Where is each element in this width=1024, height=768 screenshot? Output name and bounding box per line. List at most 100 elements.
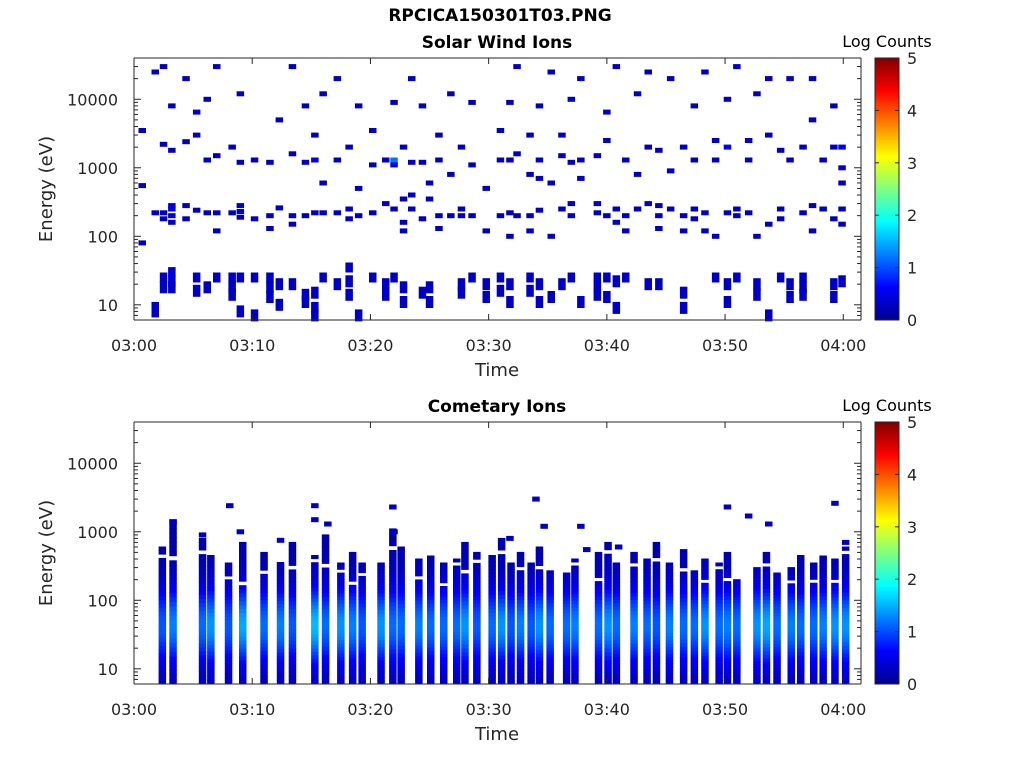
heatmap-cell [690,157,699,163]
heatmap-cell [665,623,674,627]
heatmap-cell [488,676,496,681]
heatmap-cell [169,610,177,616]
heatmap-cell [701,659,709,664]
heatmap-cell [819,650,827,655]
heatmap-cell [260,606,268,611]
heatmap-cell [797,576,805,581]
heatmap-cell [733,645,741,650]
heatmap-cell [461,561,469,566]
heatmap-cell [753,593,761,597]
heatmap-cell [516,668,525,674]
heatmap-cell [841,653,850,658]
heatmap-cell [507,602,515,607]
heatmap-cell [831,500,839,506]
heatmap-cell [159,272,168,283]
heatmap-cell [644,201,652,207]
heatmap-cell [497,610,506,616]
heatmap-cell [266,159,274,165]
heatmap-cell [415,579,423,584]
heatmap-cell [276,673,285,678]
heatmap-cell [440,572,448,577]
heatmap-cell [665,619,674,624]
heatmap-cell [690,615,699,620]
heatmap-cell [158,584,167,589]
heatmap-cell [473,606,481,611]
heatmap-cell [250,216,259,222]
heatmap-cell [389,593,397,598]
heatmap-cell [397,615,405,620]
heatmap-cell [321,538,330,544]
heatmap-cell [841,656,850,662]
heatmap-cell [389,618,397,624]
heatmap-cell [762,566,771,571]
heatmap-cell [701,617,709,622]
heatmap-cell [461,663,469,669]
heatmap-cell [715,646,723,651]
heatmap-cell [311,555,319,560]
heatmap-cell [158,615,167,620]
heatmap-cell [787,618,795,623]
heatmap-cell [239,561,247,566]
heatmap-cell [516,625,525,630]
heatmap-cell [701,593,709,598]
heatmap-cell [711,272,720,283]
heatmap-cell [612,673,621,678]
heatmap-cell [348,614,357,619]
heatmap-cell [652,549,661,555]
heatmap-cell [169,624,177,630]
heatmap-cell [507,606,515,611]
heatmap-cell [239,632,247,637]
heatmap-cell [594,676,603,681]
heatmap-cell [311,517,319,523]
heatmap-cell [604,632,612,637]
heatmap-cell [690,593,699,597]
heatmap-cell [831,634,839,639]
heatmap-cell [753,628,761,633]
heatmap-cell [228,281,236,294]
heatmap-cell [690,651,699,655]
heatmap-cell [797,676,805,681]
heatmap-cell [715,639,723,644]
heatmap-cell [213,64,221,70]
heatmap-cell [701,628,709,632]
heatmap-cell [733,587,741,592]
heatmap-cell [337,656,345,661]
heatmap-cell [348,668,357,674]
heatmap-cell [604,652,612,657]
heatmap-cell [819,661,827,666]
heatmap-cell [612,606,621,611]
heatmap-cell [337,670,345,674]
heatmap-cell [497,630,506,636]
heatmap-cell [348,606,357,611]
heatmap-cell [612,64,621,70]
heatmap-cell [762,625,771,630]
heatmap-cell [831,631,839,636]
heatmap-cell [594,639,603,644]
heatmap-cell [831,558,839,563]
heatmap-cell [630,654,638,659]
heatmap-cell [546,625,554,629]
heatmap-cell [389,674,397,680]
heatmap-cell [787,673,795,678]
heatmap-cell [159,216,168,222]
heatmap-cell [203,96,211,102]
heatmap-cell [358,609,366,614]
heatmap-cell [473,676,481,681]
heatmap-cell [382,278,390,291]
heatmap-cell [337,606,345,611]
heatmap-cell [397,603,405,608]
heatmap-cell [337,572,345,577]
heatmap-cell [831,662,839,667]
heatmap-cell [643,673,651,678]
heatmap-cell [715,569,723,574]
heatmap-cell [831,572,839,577]
heatmap-cell [192,132,201,138]
heatmap-cell [652,561,661,566]
heatmap-cell [276,641,285,646]
heatmap-cell [260,617,268,622]
heatmap-cell [288,612,297,618]
heatmap-cell [497,542,506,547]
heatmap-cell [348,632,357,637]
heatmap-cell [358,660,366,664]
heatmap-cell [389,558,397,564]
